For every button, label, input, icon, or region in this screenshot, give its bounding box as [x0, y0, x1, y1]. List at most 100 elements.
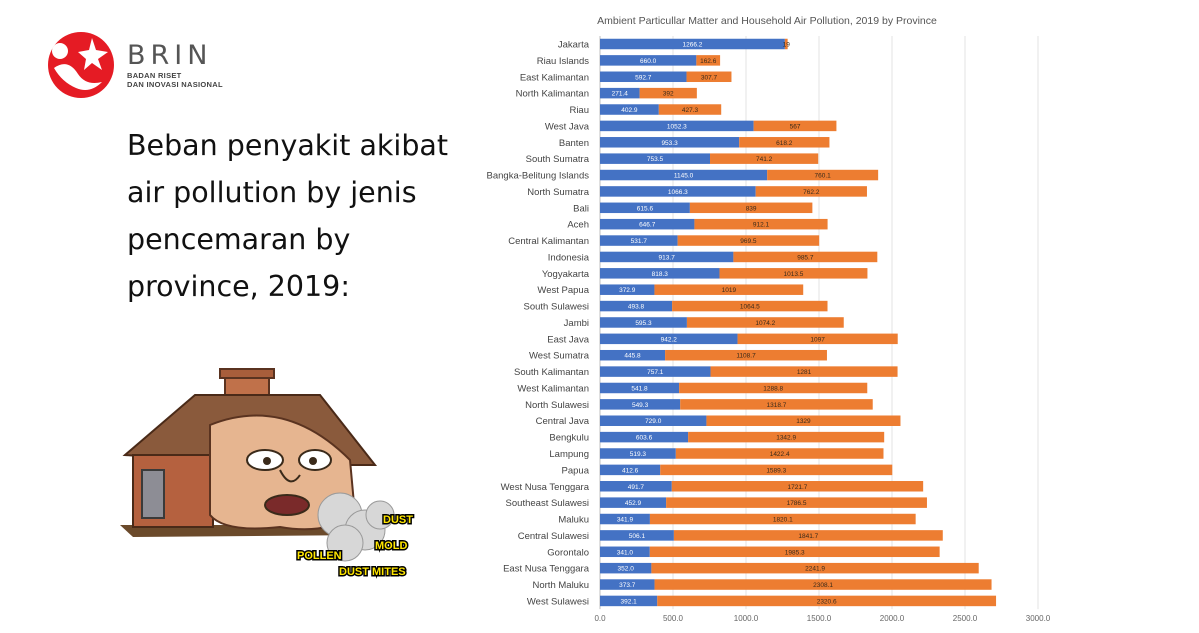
data-label: 985.7: [797, 254, 814, 261]
data-label: 452.9: [625, 500, 642, 507]
data-label: 603.6: [636, 435, 653, 442]
data-label: 541.8: [631, 385, 648, 392]
bar-ambient: [600, 87, 640, 99]
bar-ambient: [600, 55, 697, 66]
category-label: West Nusa Tenggara: [501, 482, 590, 493]
bar-household: [719, 268, 868, 279]
category-label: Lampung: [549, 449, 589, 460]
bar-household: [737, 333, 898, 345]
bar-ambient: [600, 546, 650, 558]
category-label: Jakarta: [558, 40, 590, 51]
bar-household: [654, 284, 804, 295]
data-label: 1066.3: [668, 189, 688, 196]
data-label: 757.1: [647, 369, 664, 376]
bar-household: [675, 448, 884, 459]
bar-ambient: [600, 399, 681, 410]
data-label: 549.3: [632, 402, 649, 409]
logo-star-icon: [78, 38, 108, 70]
data-label: 392.1: [620, 598, 637, 605]
data-label: 618.2: [776, 140, 793, 147]
brin-logo: [48, 32, 114, 98]
bar-household: [694, 218, 828, 230]
bar-household: [679, 382, 868, 394]
bar-ambient: [600, 448, 676, 459]
bar-ambient: [600, 349, 666, 361]
category-label: West Java: [545, 121, 590, 132]
bar-ambient: [600, 169, 768, 181]
bar-ambient: [600, 595, 658, 607]
bar-household: [753, 120, 837, 132]
x-tick-label: 2500.0: [953, 614, 978, 623]
bar-ambient: [600, 333, 738, 345]
bar-ambient: [600, 317, 687, 328]
data-label: 1108.7: [736, 353, 756, 360]
x-tick-label: 0.0: [594, 614, 606, 623]
data-label: 660.0: [640, 58, 657, 65]
logo-swoosh: [54, 64, 102, 90]
bar-ambient: [600, 71, 687, 83]
data-label: 1422.4: [770, 451, 790, 458]
data-label: 913.7: [659, 254, 676, 261]
category-label: West Sulawesi: [527, 596, 589, 607]
data-label: 1318.7: [767, 402, 787, 409]
category-label: Riau: [569, 105, 589, 116]
data-label: 531.7: [631, 238, 648, 245]
bar-household: [658, 104, 722, 115]
data-label: 372.9: [619, 287, 636, 294]
data-label: 341.9: [617, 517, 634, 524]
label-dust: DUST: [383, 514, 413, 526]
data-label: 1052.3: [667, 123, 687, 130]
data-label: 1721.7: [788, 484, 808, 491]
label-dust-mites: DUST MITES: [339, 566, 406, 578]
category-label: West Papua: [537, 285, 589, 296]
category-label: Gorontalo: [547, 547, 589, 558]
brand-tagline-1: BADAN RISET: [127, 71, 182, 80]
bar-household: [649, 513, 916, 525]
bar-ambient: [600, 562, 652, 574]
data-label: 646.7: [639, 222, 656, 229]
data-label: 1281: [797, 369, 812, 376]
data-label: 506.1: [629, 533, 646, 540]
data-label: 352.0: [618, 566, 635, 573]
data-label: 445.8: [624, 353, 641, 360]
bar-household: [666, 497, 927, 508]
bar-ambient: [600, 284, 655, 295]
data-label: 2241.9: [805, 566, 825, 573]
bar-household: [696, 55, 721, 66]
bar-household: [706, 415, 901, 426]
data-label: 1288.8: [763, 385, 783, 392]
data-label: 493.8: [628, 304, 645, 311]
bar-ambient: [600, 530, 674, 541]
chart-bars: 1266.2 19 660.0 162.6 592.7 307.7 271.4 392 402.…: [600, 38, 997, 607]
data-label: 1097: [810, 336, 825, 343]
bar-household: [660, 464, 893, 476]
data-label: 1266.2: [682, 42, 702, 49]
bar-ambient: [600, 186, 756, 197]
x-tick-label: 1500.0: [807, 614, 832, 623]
category-label: East Kalimantan: [520, 72, 589, 83]
data-label: 1820.1: [773, 517, 793, 524]
data-label: 491.7: [628, 484, 645, 491]
bar-household: [686, 71, 732, 83]
brand-name: BRIN: [127, 40, 213, 71]
bar-household: [680, 399, 873, 410]
bar-ambient: [600, 153, 711, 164]
brand-text: BRIN BADAN RISET DAN INOVASI NASIONAL: [127, 40, 223, 89]
category-label: Bengkulu: [549, 433, 589, 444]
data-label: 373.7: [619, 582, 636, 589]
bar-household: [733, 251, 878, 263]
bar-ambient: [600, 366, 711, 377]
data-label: 2308.1: [813, 582, 833, 589]
data-label: 1145.0: [674, 173, 694, 180]
bar-ambient: [600, 415, 707, 426]
category-label: North Maluku: [533, 580, 590, 591]
data-label: 1329: [796, 418, 811, 425]
label-pollen: POLLEN: [297, 550, 342, 562]
bar-household: [710, 153, 819, 164]
category-label: Central Kalimantan: [508, 236, 589, 247]
data-label: 307.7: [701, 74, 718, 81]
bar-ambient: [600, 235, 678, 246]
bar-ambient: [600, 202, 690, 214]
category-label: Riau Islands: [537, 56, 590, 67]
bar-ambient: [600, 218, 695, 230]
